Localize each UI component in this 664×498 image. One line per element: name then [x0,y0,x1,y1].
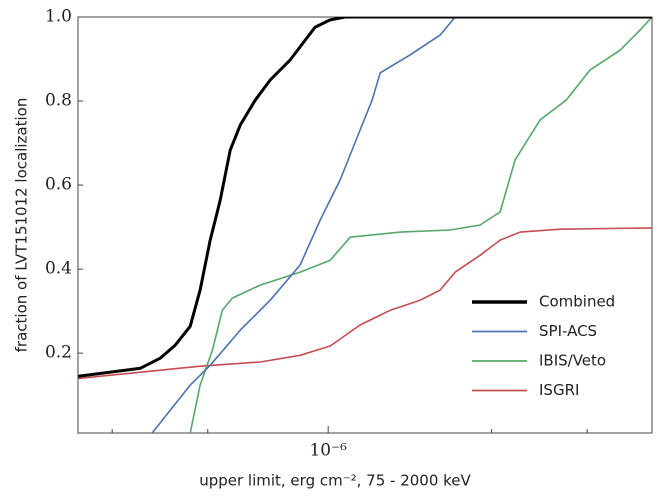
y-tick-label: 0.4 [45,259,72,279]
series-line [151,17,652,433]
y-tick-label: 0.8 [45,91,72,111]
x-axis-label: upper limit, erg cm⁻², 75 - 2000 keV [199,472,471,490]
y-axis-label: fraction of LVT151012 localization [13,98,31,353]
y-tick-label: 0.6 [45,175,72,195]
plot-frame [77,16,653,434]
x-tick-label: 10⁻⁶ [309,441,347,461]
series-line [189,17,652,433]
legend-label: IBIS/Veto [539,352,606,370]
y-tick-label: 1.0 [45,7,72,27]
legend-label: SPI-ACS [539,322,597,340]
y-tick-label: 0.2 [45,343,72,363]
legend-label: Combined [539,293,615,311]
series-line [78,17,652,378]
series-line [78,227,652,380]
legend-label: ISGRI [539,381,579,399]
